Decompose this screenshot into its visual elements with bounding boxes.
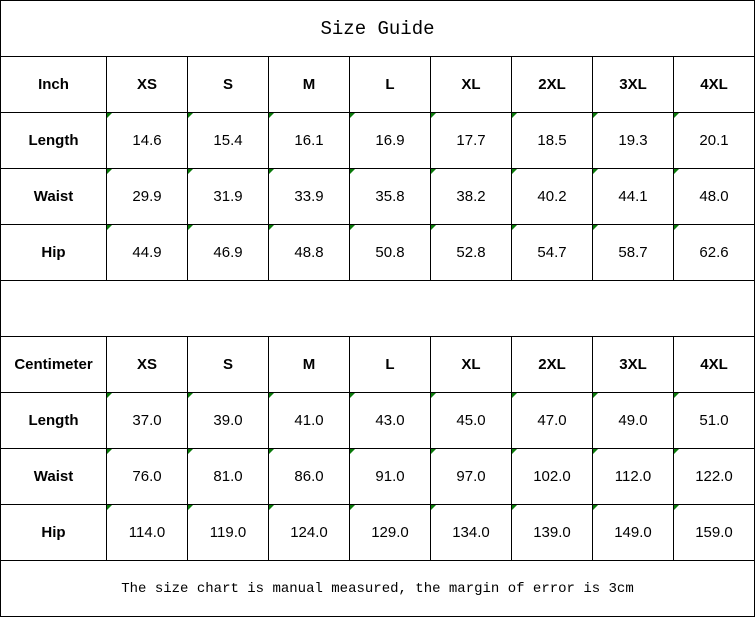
size-header: S (187, 336, 269, 393)
measurement-cell: 48.0 (673, 168, 755, 225)
table-row: Length 14.6 15.4 16.1 16.9 17.7 18.5 19.3 20.1 (0, 112, 755, 169)
measurement-cell: 86.0 (268, 448, 350, 505)
measurement-cell: 14.6 (106, 112, 188, 169)
size-header: 4XL (673, 56, 755, 113)
measurement-cell: 40.2 (511, 168, 593, 225)
row-label: Hip (0, 504, 107, 561)
measurement-cell: 41.0 (268, 392, 350, 449)
measurement-cell: 15.4 (187, 112, 269, 169)
row-label: Length (0, 112, 107, 169)
footnote: The size chart is manual measured, the m… (0, 560, 755, 617)
measurement-cell: 39.0 (187, 392, 269, 449)
size-header: XL (430, 56, 512, 113)
table-row: Waist 76.0 81.0 86.0 91.0 97.0 102.0 112.0 122.0 (0, 448, 755, 505)
row-label: Waist (0, 448, 107, 505)
row-label: Length (0, 392, 107, 449)
measurement-cell: 43.0 (349, 392, 431, 449)
measurement-cell: 46.9 (187, 224, 269, 281)
measurement-cell: 119.0 (187, 504, 269, 561)
size-header: M (268, 56, 350, 113)
size-header: 2XL (511, 56, 593, 113)
measurement-cell: 35.8 (349, 168, 431, 225)
measurement-cell: 51.0 (673, 392, 755, 449)
measurement-cell: 54.7 (511, 224, 593, 281)
measurement-cell: 50.8 (349, 224, 431, 281)
measurement-cell: 44.1 (592, 168, 674, 225)
table-row: Hip 44.9 46.9 48.8 50.8 52.8 54.7 58.7 62.6 (0, 224, 755, 281)
measurement-cell: 31.9 (187, 168, 269, 225)
measurement-cell: 44.9 (106, 224, 188, 281)
measurement-cell: 47.0 (511, 392, 593, 449)
header-row: Inch XS S M L XL 2XL 3XL 4XL (0, 56, 755, 113)
size-header: L (349, 336, 431, 393)
page-title: Size Guide (0, 0, 755, 57)
spacer-row (0, 280, 755, 337)
row-label: Hip (0, 224, 107, 281)
measurement-cell: 81.0 (187, 448, 269, 505)
unit-header: Centimeter (0, 336, 107, 393)
measurement-cell: 38.2 (430, 168, 512, 225)
measurement-cell: 16.1 (268, 112, 350, 169)
measurement-cell: 33.9 (268, 168, 350, 225)
measurement-cell: 129.0 (349, 504, 431, 561)
measurement-cell: 19.3 (592, 112, 674, 169)
measurement-cell: 16.9 (349, 112, 431, 169)
measurement-cell: 114.0 (106, 504, 188, 561)
size-header: XL (430, 336, 512, 393)
measurement-cell: 149.0 (592, 504, 674, 561)
header-row: Centimeter XS S M L XL 2XL 3XL 4XL (0, 336, 755, 393)
table-row: Hip 114.0 119.0 124.0 129.0 134.0 139.0 149.0 15… (0, 504, 755, 561)
measurement-cell: 62.6 (673, 224, 755, 281)
measurement-cell: 18.5 (511, 112, 593, 169)
measurement-cell: 124.0 (268, 504, 350, 561)
size-header: 4XL (673, 336, 755, 393)
table-row: Waist 29.9 31.9 33.9 35.8 38.2 40.2 44.1 48.0 (0, 168, 755, 225)
measurement-cell: 48.8 (268, 224, 350, 281)
measurement-cell: 122.0 (673, 448, 755, 505)
size-header: 3XL (592, 336, 674, 393)
measurement-cell: 49.0 (592, 392, 674, 449)
size-header: L (349, 56, 431, 113)
size-header: M (268, 336, 350, 393)
size-header: XS (106, 336, 188, 393)
measurement-cell: 159.0 (673, 504, 755, 561)
measurement-cell: 134.0 (430, 504, 512, 561)
measurement-cell: 91.0 (349, 448, 431, 505)
measurement-cell: 76.0 (106, 448, 188, 505)
unit-header: Inch (0, 56, 107, 113)
measurement-cell: 45.0 (430, 392, 512, 449)
measurement-cell: 20.1 (673, 112, 755, 169)
table-row: Length 37.0 39.0 41.0 43.0 45.0 47.0 49.0 51.0 (0, 392, 755, 449)
measurement-cell: 52.8 (430, 224, 512, 281)
measurement-cell: 139.0 (511, 504, 593, 561)
measurement-cell: 102.0 (511, 448, 593, 505)
row-label: Waist (0, 168, 107, 225)
size-header: S (187, 56, 269, 113)
measurement-cell: 17.7 (430, 112, 512, 169)
measurement-cell: 29.9 (106, 168, 188, 225)
measurement-cell: 37.0 (106, 392, 188, 449)
measurement-cell: 112.0 (592, 448, 674, 505)
size-header: 3XL (592, 56, 674, 113)
measurement-cell: 58.7 (592, 224, 674, 281)
size-header: 2XL (511, 336, 593, 393)
measurement-cell: 97.0 (430, 448, 512, 505)
size-header: XS (106, 56, 188, 113)
